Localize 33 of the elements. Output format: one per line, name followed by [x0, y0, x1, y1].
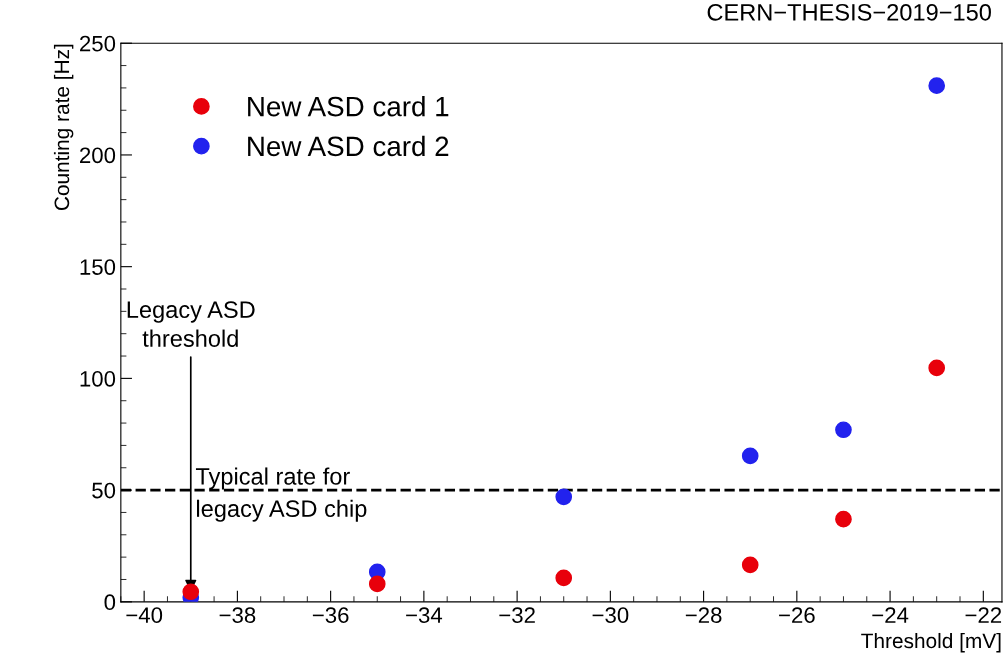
point: [555, 488, 573, 506]
x-tick-label: −40: [126, 607, 163, 624]
x-tick-label: −38: [219, 607, 256, 624]
point: [928, 359, 946, 377]
x-tick-label: −26: [779, 607, 815, 624]
ref-line-label: Typical rate for legacy ASD chip: [195, 467, 367, 522]
point: [835, 510, 852, 528]
point: [368, 575, 386, 593]
x-tick-label: −34: [406, 607, 443, 624]
x-tick-label: −32: [499, 607, 535, 624]
y-tick-label: 50: [92, 482, 116, 499]
annotation: Legacy ASD threshold: [127, 301, 255, 347]
point: [741, 556, 759, 574]
y-axis-title: Counting rate [Hz]: [53, 44, 74, 211]
y-tick-label: 150: [80, 259, 116, 275]
y-tick-label: 100: [80, 370, 116, 387]
y-tick-label: 250: [80, 35, 116, 52]
x-tick-label: −28: [685, 607, 722, 624]
x-tick-label: −36: [312, 607, 349, 624]
legend-label: New ASD card 2: [248, 135, 449, 157]
point: [555, 569, 573, 587]
legend-label: New ASD card 1: [248, 96, 449, 117]
x-tick-label: −24: [872, 607, 909, 623]
point: [928, 77, 946, 95]
x-axis-title: Threshold [mV]: [861, 632, 1001, 653]
text: CERN−THESIS−2019−150: [707, 3, 991, 21]
point: [182, 583, 200, 601]
point: [741, 447, 759, 465]
x-tick-label: −30: [592, 607, 629, 624]
point: [835, 421, 852, 439]
x-tick-label: −22: [965, 607, 1002, 623]
y-tick-label: 0: [104, 594, 116, 611]
y-tick-label: 200: [80, 147, 116, 164]
